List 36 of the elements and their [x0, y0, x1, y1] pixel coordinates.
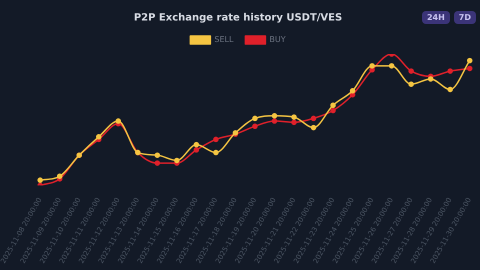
point [330, 102, 336, 108]
point [252, 124, 258, 130]
legend-label: SELL [214, 35, 234, 44]
point [272, 118, 278, 124]
point [408, 81, 414, 87]
point [213, 150, 219, 156]
point [291, 114, 297, 120]
point [116, 118, 122, 124]
point [466, 66, 472, 72]
point [291, 120, 297, 126]
point [447, 68, 453, 74]
point [310, 116, 316, 122]
point [369, 63, 375, 69]
point [466, 58, 472, 64]
point [428, 76, 434, 82]
point [213, 136, 219, 142]
point [272, 113, 278, 119]
point [408, 68, 414, 74]
point [174, 158, 180, 164]
point [350, 88, 356, 94]
point [56, 173, 62, 179]
point [194, 142, 200, 148]
point [388, 63, 394, 69]
chart-title: P2P Exchange rate history USDT/VES [134, 12, 342, 24]
point [37, 177, 43, 183]
point [310, 124, 316, 130]
point [96, 134, 102, 140]
point [252, 116, 258, 122]
point [154, 152, 160, 158]
point [154, 160, 160, 166]
point [447, 86, 453, 92]
text: 24H [422, 11, 450, 24]
point [194, 147, 200, 153]
point [330, 108, 336, 114]
legend-label: BUY [269, 35, 286, 44]
text: 7D [454, 11, 476, 24]
